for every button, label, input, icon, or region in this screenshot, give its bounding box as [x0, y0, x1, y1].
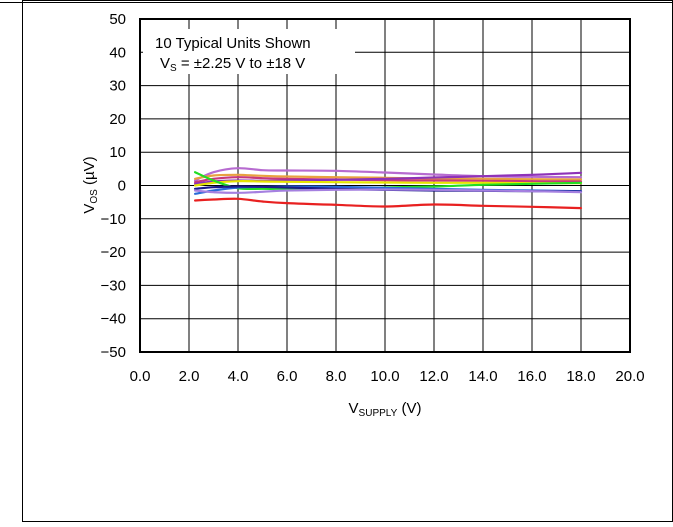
y-tick-label: −30	[101, 277, 126, 294]
annotation-line-2: VS = ±2.25 V to ±18 V	[160, 55, 305, 74]
y-tick-labels: 50 40 30 20 10 0 −10 −20 −30 −40 −50	[101, 11, 126, 361]
y-tick-label: −20	[101, 244, 126, 261]
y-tick-label: −40	[101, 311, 126, 328]
y-tick-label: 30	[109, 78, 126, 95]
x-tick-label: 20.0	[615, 368, 644, 385]
series-line	[194, 188, 583, 194]
y-axis-label-main: V	[81, 204, 98, 214]
x-axis-label-sub: SUPPLY	[359, 408, 398, 419]
x-tick-label: 4.0	[228, 368, 249, 385]
x-tick-label: 0.0	[130, 368, 151, 385]
x-axis-label-main: V	[349, 400, 359, 417]
y-tick-label: 50	[109, 11, 126, 28]
series-line	[194, 197, 583, 210]
annotation-vs-sub: S	[170, 63, 177, 74]
series-line	[194, 180, 583, 187]
x-tick-label: 6.0	[277, 368, 298, 385]
y-tick-label: 40	[109, 44, 126, 61]
plot-area-border	[139, 18, 631, 353]
x-tick-label: 18.0	[566, 368, 595, 385]
x-tick-label: 12.0	[419, 368, 448, 385]
y-axis-label: VOS (µV)	[81, 156, 100, 213]
x-tick-labels: 0.0 2.0 4.0 6.0 8.0 10.0 12.0 14.0 16.0 18.0 20.0	[130, 368, 645, 385]
x-tick-label: 10.0	[370, 368, 399, 385]
y-axis-label-sub: OS	[89, 189, 100, 204]
annotation-line-1: 10 Typical Units Shown	[155, 35, 311, 52]
x-tick-label: 2.0	[179, 368, 200, 385]
gridlines	[140, 19, 630, 352]
series-layer	[194, 167, 583, 210]
x-tick-label: 14.0	[468, 368, 497, 385]
y-axis-label-unit: (µV)	[81, 156, 98, 189]
y-tick-label: 0	[118, 178, 126, 195]
annotation-vs-rest: = ±2.25 V to ±18 V	[177, 55, 306, 72]
annotation-box: 10 Typical Units Shown VS = ±2.25 V to ±…	[143, 29, 355, 74]
y-tick-label: 10	[109, 144, 126, 161]
x-axis-label-unit: (V)	[397, 400, 421, 417]
y-tick-label: −10	[101, 211, 126, 228]
x-tick-label: 8.0	[326, 368, 347, 385]
annotation-background	[143, 29, 355, 74]
annotation-vs-main: V	[160, 55, 170, 72]
y-tick-label: −50	[101, 344, 126, 361]
y-tick-label: 20	[109, 111, 126, 128]
series-line	[194, 173, 583, 181]
x-tick-label: 16.0	[517, 368, 546, 385]
x-axis-label: VSUPPLY (V)	[349, 400, 422, 419]
